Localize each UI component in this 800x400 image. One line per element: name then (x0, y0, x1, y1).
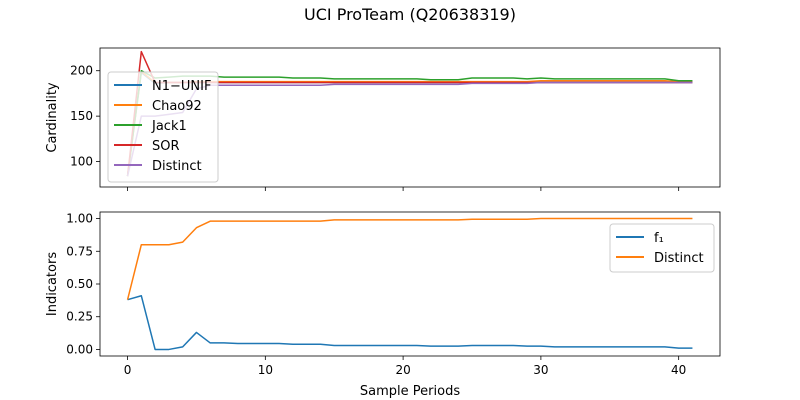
x-tick-label: 20 (395, 363, 410, 377)
chart-panel-2: 0 10 20 30 40 0.00 0.25 0.50 0.75 1.00 Indicators S… (45, 212, 721, 399)
y-tick-label: 0.50 (66, 277, 93, 291)
figure-title: UCI ProTeam (Q20638319) (304, 5, 516, 24)
y-tick-label: 0.25 (66, 310, 93, 324)
y-tick-label: 150 (70, 109, 93, 123)
legend-box (107, 71, 219, 183)
legend: N1−UNIF Chao92 Jack1 SOR Distinct (107, 71, 219, 183)
series-line-2-1 (127, 295, 693, 351)
x-tick-label: 0 (124, 363, 132, 377)
series-line-1-5 (126, 81, 693, 177)
x-axis-label: Sample Periods (360, 384, 460, 399)
y-tick-label: 200 (70, 64, 93, 78)
y-tick-label: 0.00 (66, 342, 93, 356)
legend-label: Distinct (152, 159, 202, 174)
legend-label: N1−UNIF (152, 79, 211, 94)
y-tick-label: 0.75 (66, 244, 93, 258)
legend: f₁ Distinct (609, 223, 715, 273)
series-line-1-3 (126, 69, 693, 177)
y-tick-label: 1.00 (66, 212, 93, 226)
y-axis-label: Indicators (45, 252, 60, 316)
legend-label: SOR (152, 139, 180, 154)
axes-frame (99, 47, 721, 188)
legend-label: Chao92 (152, 99, 202, 114)
series-line-2-2 (126, 217, 693, 300)
y-tick-label: 100 (70, 155, 93, 169)
legend-label: Jack1 (151, 119, 187, 134)
y-axis-label: Cardinality (45, 82, 60, 153)
legend-label: f₁ (654, 231, 664, 246)
x-tick-label: 10 (258, 363, 273, 377)
legend-label: Distinct (654, 251, 704, 266)
chart-panel-1: 100 150 200 Cardinality N1−UNIF Chao92 Jack1 SO… (45, 47, 721, 191)
series-line-1-2 (126, 70, 693, 177)
x-tick-label: 30 (533, 363, 548, 377)
x-tick-label: 40 (671, 363, 686, 377)
